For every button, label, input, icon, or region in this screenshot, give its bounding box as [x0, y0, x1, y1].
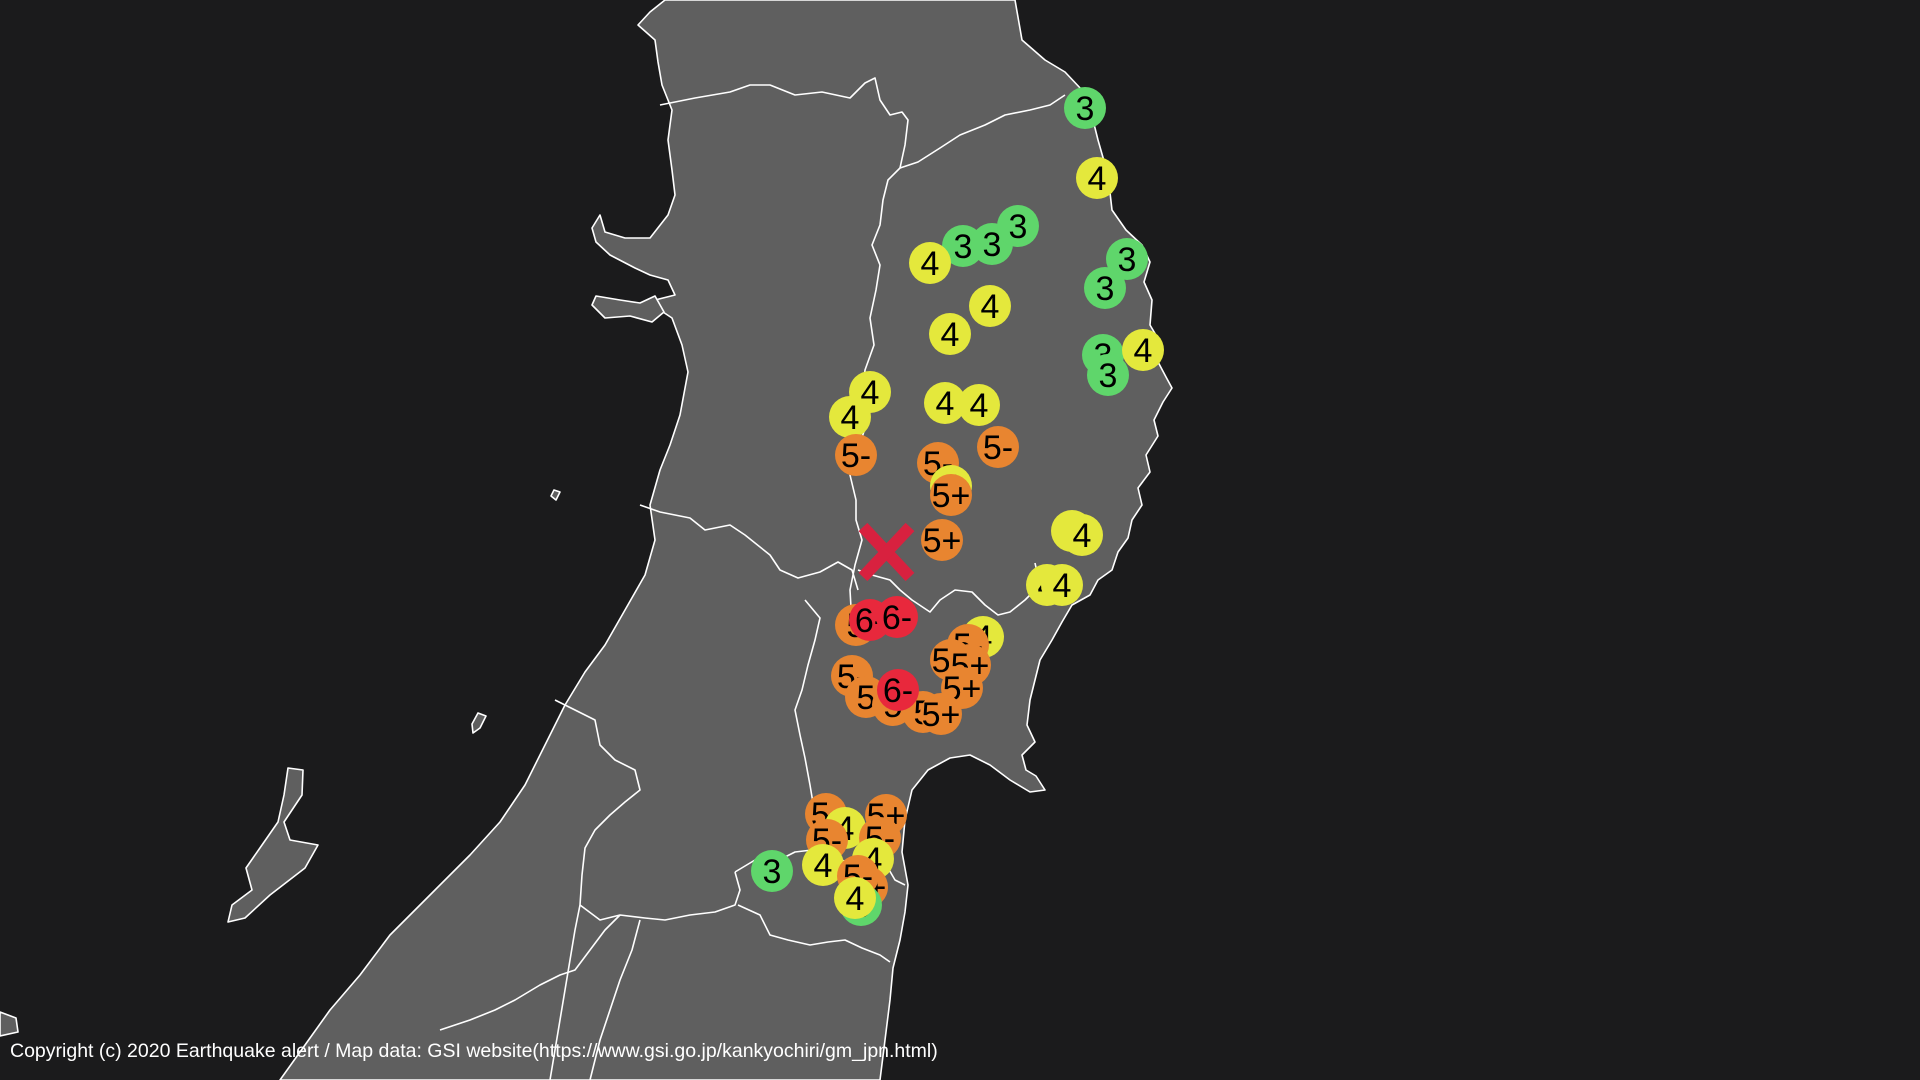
intensity-marker-circle	[802, 844, 844, 886]
intensity-marker: 5-	[835, 434, 877, 476]
intensity-marker-label: 5-	[983, 429, 1013, 467]
intensity-marker-label: 4	[1053, 567, 1072, 605]
iwate-miyagi-boundary	[857, 562, 1041, 616]
intensity-marker-circle	[969, 285, 1011, 327]
intensity-marker-circle	[835, 434, 877, 476]
intensity-marker-circle	[1064, 87, 1106, 129]
intensity-marker: 3	[1106, 238, 1148, 280]
intensity-marker: 3	[1087, 354, 1129, 396]
yamagata-niigata-boundary	[549, 699, 641, 1080]
intensity-marker-circle	[1076, 157, 1118, 199]
intensity-marker-circle	[930, 474, 972, 516]
intensity-marker-circle	[1106, 238, 1148, 280]
intensity-marker-label: 5+	[923, 522, 962, 560]
intensity-marker: 4	[924, 382, 966, 424]
intensity-marker-label: 4	[814, 847, 833, 885]
intensity-marker-label: 5+	[922, 696, 961, 734]
intensity-marker-label: 4	[936, 385, 955, 423]
intensity-marker-label: 4	[1073, 517, 1092, 555]
intensity-marker-circle	[921, 519, 963, 561]
intensity-marker: 4	[829, 396, 871, 438]
sado-island	[227, 767, 319, 923]
intensity-marker: 4	[969, 285, 1011, 327]
intensity-marker-label: 4	[841, 399, 860, 437]
map-copyright-notice: Copyright (c) 2020 Earthquake alert / Ma…	[10, 1040, 938, 1062]
intensity-marker-circle	[1061, 514, 1103, 556]
intensity-marker: 3	[1064, 87, 1106, 129]
intensity-marker-label: 3	[763, 853, 782, 891]
intensity-marker: 4	[1041, 564, 1083, 606]
intensity-marker-label: 3	[1118, 241, 1137, 279]
intensity-marker-label: 3	[1099, 357, 1118, 395]
oga-peninsula	[591, 295, 665, 323]
fukushima-niigata-boundary	[439, 914, 621, 1031]
intensity-marker-circle	[1041, 564, 1083, 606]
intensity-marker: 3	[751, 850, 793, 892]
fukushima-south-boundary	[589, 919, 641, 1080]
intensity-marker-circle	[924, 382, 966, 424]
intensity-marker: 4	[909, 242, 951, 284]
intensity-marker-label: 3	[1009, 208, 1028, 246]
intensity-marker: 4	[802, 844, 844, 886]
intensity-marker-circle	[877, 669, 919, 711]
intensity-marker-circle	[1122, 329, 1164, 371]
intensity-marker: 4	[929, 313, 971, 355]
intensity-marker-label: 6-	[882, 599, 912, 637]
intensity-marker: 5+	[930, 474, 972, 516]
intensity-marker-label: 4	[970, 387, 989, 425]
intensity-marker-label: 5+	[932, 477, 971, 515]
intensity-marker-label: 4	[981, 288, 1000, 326]
intensity-marker: 4	[1076, 157, 1118, 199]
intensity-marker-circle	[751, 850, 793, 892]
aomori-southern-boundary	[659, 77, 1066, 169]
honshu-landmass	[279, 0, 1173, 1080]
intensity-marker-label: 5-	[841, 437, 871, 475]
intensity-marker: 4	[958, 384, 1000, 426]
intensity-marker-circle	[1084, 267, 1126, 309]
intensity-marker-label: 4	[1134, 332, 1153, 370]
intensity-marker: 4	[1061, 514, 1103, 556]
epicenter-x-mark	[858, 522, 915, 582]
intensity-marker-label: 5	[857, 679, 876, 717]
intensity-markers: 343334334433444445-5-5-45+5+444456-6-45-…	[751, 87, 1164, 926]
intensity-marker-label: 6-	[883, 672, 913, 710]
fukushima-inner-boundary	[737, 904, 891, 963]
intensity-marker-label: 3	[954, 228, 973, 266]
akita-yamagata-boundary	[639, 504, 859, 591]
intensity-marker: 4	[834, 877, 876, 919]
intensity-marker-circle	[829, 396, 871, 438]
noto-peninsula-tip	[0, 1011, 19, 1037]
yamagata-fukushima-boundary	[579, 871, 741, 921]
intensity-marker: 5+	[920, 693, 962, 735]
intensity-marker-label: 3	[1076, 90, 1095, 128]
intensity-marker: 5+	[921, 519, 963, 561]
intensity-marker-label: 3	[983, 226, 1002, 264]
tobishima-islet	[550, 489, 561, 501]
intensity-marker-label: 4	[1088, 160, 1107, 198]
intensity-marker-label: 4	[846, 880, 865, 918]
intensity-marker-circle	[876, 596, 918, 638]
awashima-island	[471, 712, 487, 734]
intensity-marker: 4	[1122, 329, 1164, 371]
intensity-marker-circle	[929, 313, 971, 355]
intensity-marker-circle	[977, 426, 1019, 468]
intensity-marker-circle	[920, 693, 962, 735]
intensity-marker-circle	[834, 877, 876, 919]
intensity-marker-label: 4	[921, 245, 940, 283]
intensity-marker-label: 3	[1096, 270, 1115, 308]
intensity-marker: 5-	[977, 426, 1019, 468]
intensity-marker-circle	[1087, 354, 1129, 396]
intensity-marker-circle	[997, 205, 1039, 247]
intensity-marker: 3	[1084, 267, 1126, 309]
intensity-marker-label: 4	[941, 316, 960, 354]
intensity-marker-circle	[909, 242, 951, 284]
intensity-marker-circle	[958, 384, 1000, 426]
intensity-marker: 6-	[877, 669, 919, 711]
intensity-marker: 6-	[876, 596, 918, 638]
intensity-marker: 3	[997, 205, 1039, 247]
intensity-marker-label: 4	[861, 374, 880, 412]
